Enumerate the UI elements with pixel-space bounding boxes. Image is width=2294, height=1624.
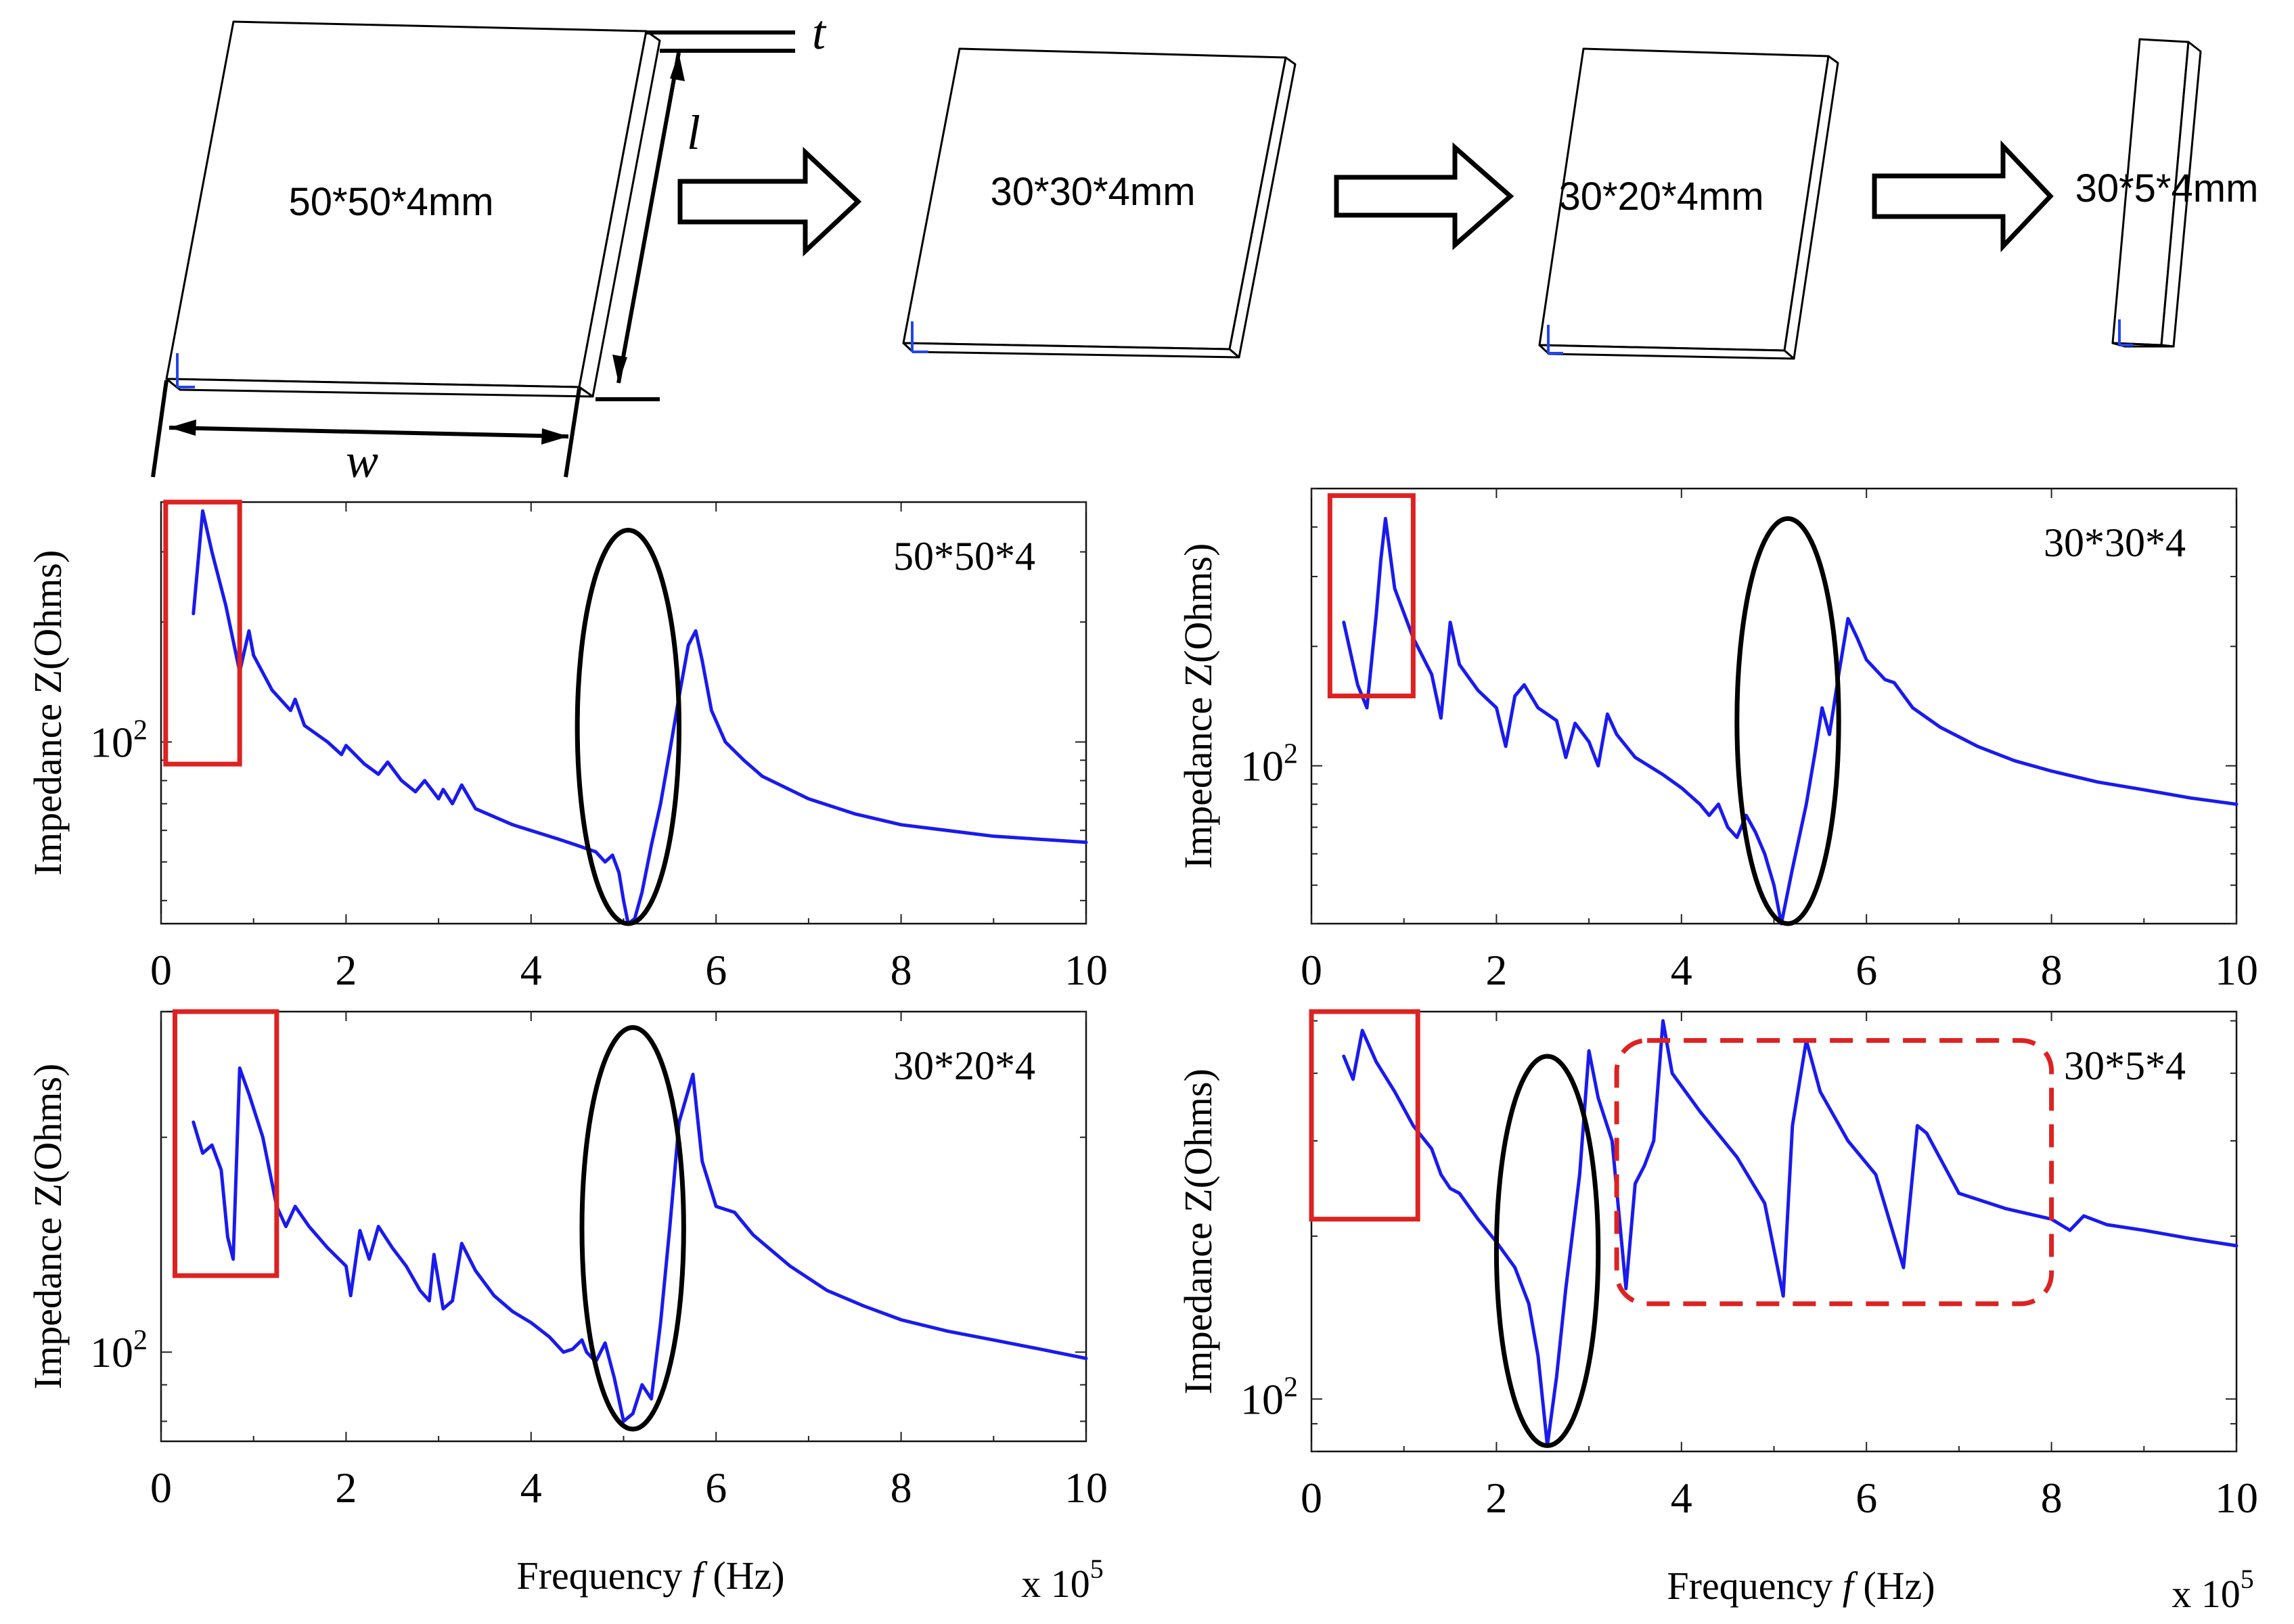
plate-3-label: 30*20*4mm bbox=[1558, 175, 1763, 219]
width-extension-left bbox=[151, 380, 168, 478]
width-label: w bbox=[346, 434, 378, 488]
width-dim-line bbox=[168, 426, 569, 438]
dashed-box-annotation bbox=[1614, 1038, 2054, 1307]
x-tick-label: 0 bbox=[1301, 946, 1322, 994]
ellipse-annotation bbox=[579, 1024, 686, 1432]
plate-1: 50*50*4mm bbox=[165, 20, 661, 398]
plate-3-axis-icon bbox=[1547, 325, 1563, 355]
x-tick-label: 10 bbox=[2215, 946, 2258, 994]
impedance-curve bbox=[192, 1066, 1088, 1423]
plate-2-front bbox=[902, 342, 1240, 359]
length-dim-line bbox=[616, 52, 681, 384]
x-multiplier: x 105 bbox=[1021, 1554, 1104, 1606]
plate-3-front bbox=[1538, 344, 1795, 360]
x-tick-label: 0 bbox=[150, 946, 172, 994]
panel-30x20x4: 0 2 4 6 8 10 102 Impedance Z(Ohms) Frequency f (… bbox=[26, 1009, 1108, 1606]
y-tick-label: 102 bbox=[90, 1325, 148, 1376]
plate-3: 30*20*4mm bbox=[1538, 47, 1839, 360]
plate-1-axis-icon bbox=[176, 353, 195, 388]
plate-2: 30*30*4mm bbox=[902, 47, 1297, 359]
x-tick-label: 8 bbox=[891, 1464, 912, 1512]
x-axis-label: Frequency f (Hz) bbox=[516, 1554, 784, 1598]
panel-30x5x4: 0 2 4 6 8 10 102 Impedance Z(Ohms) Frequency f (… bbox=[1176, 1009, 2258, 1616]
x-axis-label: Frequency f (Hz) bbox=[1667, 1564, 1935, 1608]
x-tick-label: 2 bbox=[1485, 1474, 1507, 1522]
length-arrowhead-top bbox=[670, 53, 685, 81]
x-tick-label: 4 bbox=[520, 1464, 542, 1512]
plate-sequence: 50*50*4mm t l w 30*30*4mm bbox=[151, 5, 2259, 488]
x-tick-label: 0 bbox=[1301, 1474, 1322, 1522]
red-box-annotation bbox=[163, 499, 242, 767]
plate-1-front bbox=[165, 378, 594, 398]
plate-4-label: 30*5*4mm bbox=[2075, 166, 2259, 210]
x-tick-label: 4 bbox=[1671, 946, 1692, 994]
y-axis-label: Impedance Z(Ohms) bbox=[1176, 1068, 1220, 1395]
panel-title: 50*50*4 bbox=[893, 534, 1035, 579]
y-axis-label: Impedance Z(Ohms) bbox=[1176, 543, 1220, 870]
x-tick-label: 8 bbox=[2041, 946, 2063, 994]
x-tick-label: 0 bbox=[150, 1464, 172, 1512]
width-arrowhead-right bbox=[541, 428, 568, 445]
plate-4-axis-icon bbox=[2118, 319, 2133, 346]
x-tick-label: 6 bbox=[705, 946, 727, 994]
red-box-annotation bbox=[1327, 493, 1416, 699]
panel-title: 30*20*4 bbox=[893, 1043, 1035, 1088]
y-tick-label: 102 bbox=[1240, 1372, 1298, 1424]
ellipse-annotation bbox=[1493, 1054, 1601, 1448]
x-tick-label: 2 bbox=[1485, 946, 1507, 994]
y-tick-label: 102 bbox=[90, 715, 148, 767]
x-tick-label: 6 bbox=[1856, 1474, 1877, 1522]
plate-1-label: 50*50*4mm bbox=[288, 180, 493, 224]
x-tick-label: 2 bbox=[335, 946, 357, 994]
impedance-curve bbox=[1342, 1019, 2239, 1447]
ellipse-annotation bbox=[575, 528, 682, 926]
plate-dimensions: t l w bbox=[151, 5, 827, 488]
y-axis-label: Impedance Z(Ohms) bbox=[26, 550, 70, 876]
red-box-annotation bbox=[1309, 1009, 1420, 1222]
length-arrowhead-bottom bbox=[612, 355, 627, 383]
x-tick-label: 2 bbox=[335, 1464, 357, 1512]
length-label: l bbox=[687, 106, 700, 160]
panel-title: 30*30*4 bbox=[2044, 520, 2186, 565]
x-tick-label: 8 bbox=[891, 946, 912, 994]
plate-2-axis-icon bbox=[911, 321, 928, 353]
x-tick-label: 6 bbox=[705, 1464, 727, 1512]
width-extension-right bbox=[564, 388, 581, 478]
x-tick-label: 10 bbox=[1064, 946, 1108, 994]
arrow-1-icon bbox=[677, 146, 862, 257]
arrow-2-icon bbox=[1334, 142, 1514, 250]
impedance-curve bbox=[1342, 516, 2239, 926]
y-axis-label: Impedance Z(Ohms) bbox=[26, 1064, 70, 1390]
red-box-annotation bbox=[173, 1009, 279, 1278]
plate-4: 30*5*4mm bbox=[2075, 38, 2259, 348]
panel-30x30x4: 0 2 4 6 8 10 102 Impedance Z(Ohms) 30*30*4 bbox=[1176, 487, 2258, 994]
impedance-curve bbox=[192, 509, 1088, 926]
x-multiplier: x 105 bbox=[2172, 1564, 2254, 1616]
x-tick-label: 10 bbox=[2215, 1474, 2258, 1522]
y-tick-label: 102 bbox=[1240, 739, 1298, 790]
width-arrowhead-left bbox=[169, 420, 196, 436]
panel-title: 30*5*4 bbox=[2064, 1043, 2186, 1088]
thickness-label: t bbox=[812, 5, 827, 60]
x-tick-label: 4 bbox=[1671, 1474, 1692, 1522]
x-tick-label: 8 bbox=[2041, 1474, 2063, 1522]
panel-50x50x4: 0 2 4 6 8 10 102 Impedance Z(Ohms) 50*50*4 bbox=[26, 499, 1108, 994]
x-tick-label: 4 bbox=[520, 946, 542, 994]
x-tick-label: 10 bbox=[1064, 1464, 1108, 1512]
plate-2-label: 30*30*4mm bbox=[990, 170, 1195, 214]
ellipse-annotation bbox=[1734, 516, 1841, 926]
arrow-3-icon bbox=[1872, 140, 2054, 252]
x-tick-label: 6 bbox=[1856, 946, 1877, 994]
